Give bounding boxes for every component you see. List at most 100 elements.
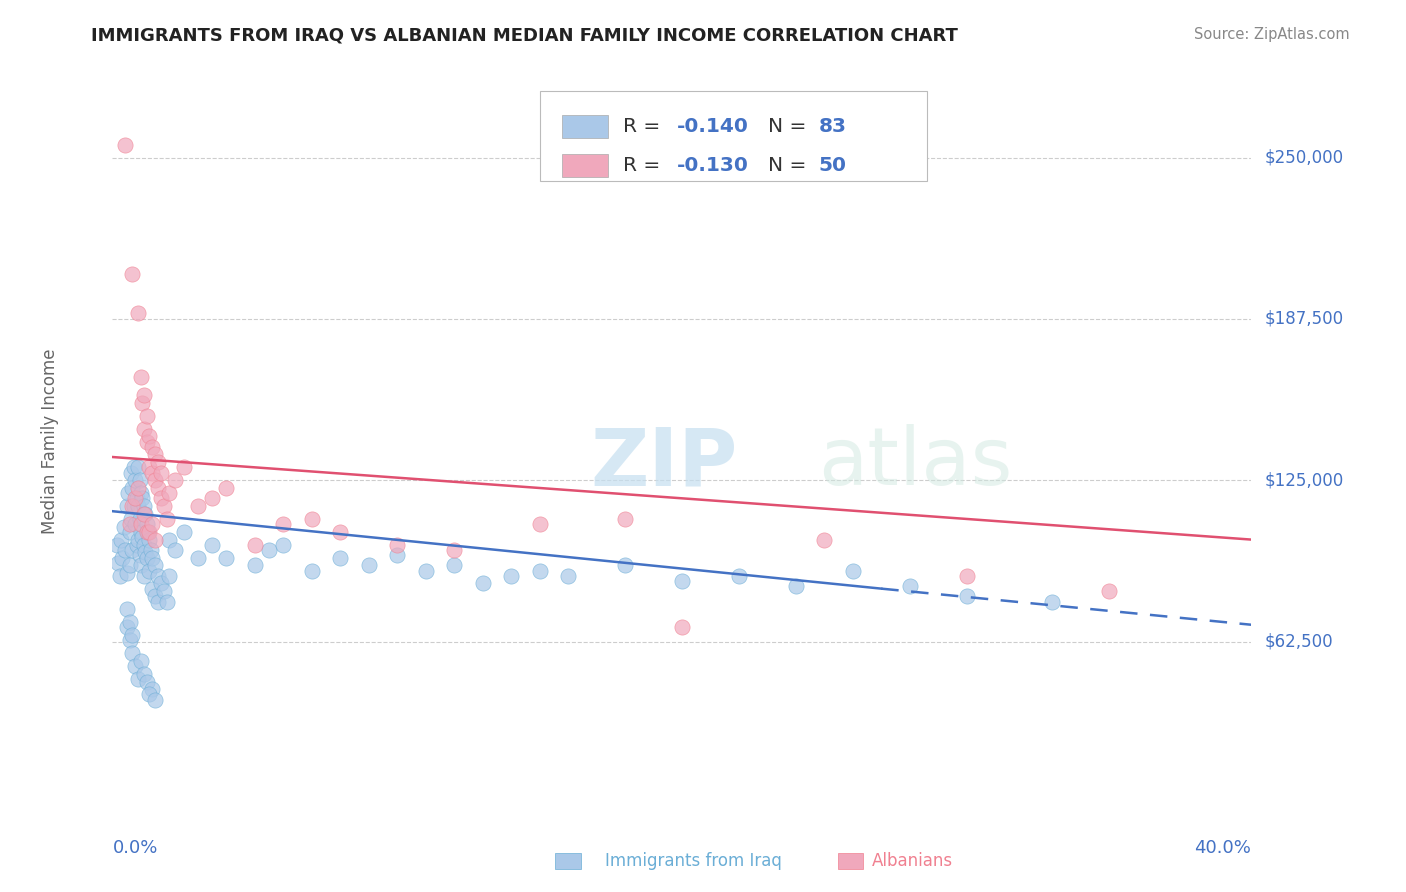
Point	[124, 659, 146, 673]
Point	[143, 533, 166, 547]
Point	[141, 440, 163, 454]
Point	[131, 396, 153, 410]
Point	[118, 524, 141, 539]
Point	[122, 499, 145, 513]
Point	[187, 499, 209, 513]
Point	[898, 579, 921, 593]
Point	[557, 568, 579, 582]
Point	[129, 558, 152, 573]
Point	[121, 542, 143, 557]
Point	[201, 538, 224, 552]
Text: IMMIGRANTS FROM IRAQ VS ALBANIAN MEDIAN FAMILY INCOME CORRELATION CHART: IMMIGRANTS FROM IRAQ VS ALBANIAN MEDIAN …	[91, 27, 959, 45]
Text: $250,000: $250,000	[1265, 149, 1344, 167]
Bar	[555, 853, 581, 869]
Point	[136, 524, 159, 539]
Point	[139, 542, 162, 557]
Point	[613, 512, 636, 526]
Point	[115, 602, 138, 616]
Point	[243, 558, 266, 573]
Point	[132, 507, 155, 521]
Point	[135, 517, 157, 532]
Point	[187, 550, 209, 565]
Text: R =: R =	[623, 117, 666, 136]
Text: Albanians: Albanians	[872, 852, 953, 870]
Point	[134, 507, 156, 521]
Point	[112, 519, 135, 533]
Point	[149, 466, 172, 480]
Text: N =: N =	[769, 117, 813, 136]
Point	[671, 574, 693, 588]
Point	[329, 550, 352, 565]
Point	[120, 466, 142, 480]
Point	[141, 466, 163, 480]
Point	[155, 512, 177, 526]
Point	[121, 499, 143, 513]
Point	[155, 594, 177, 608]
Point	[728, 568, 751, 582]
Point	[124, 473, 146, 487]
Point	[143, 692, 166, 706]
Point	[132, 422, 155, 436]
Point	[1040, 594, 1063, 608]
Point	[134, 545, 156, 559]
Point	[143, 447, 166, 461]
Point	[301, 564, 323, 578]
Point	[115, 499, 138, 513]
Point	[129, 524, 152, 539]
Point	[121, 628, 143, 642]
Point	[127, 533, 149, 547]
Point	[201, 491, 224, 506]
Text: atlas: atlas	[818, 425, 1012, 502]
Text: 40.0%: 40.0%	[1195, 838, 1251, 857]
Point	[956, 590, 979, 604]
Text: 0.0%: 0.0%	[112, 838, 157, 857]
Text: Immigrants from Iraq: Immigrants from Iraq	[605, 852, 782, 870]
Point	[135, 434, 157, 449]
Text: N =: N =	[769, 156, 813, 175]
Point	[329, 524, 352, 539]
Point	[111, 550, 134, 565]
Text: $62,500: $62,500	[1265, 632, 1334, 650]
Point	[143, 473, 166, 487]
Text: 83: 83	[818, 117, 846, 136]
Text: $125,000: $125,000	[1265, 471, 1344, 489]
Point	[613, 558, 636, 573]
Point	[127, 460, 149, 475]
Point	[128, 548, 150, 562]
Point	[301, 512, 323, 526]
Text: R =: R =	[623, 156, 666, 175]
Point	[129, 486, 152, 500]
Point	[385, 538, 409, 552]
Point	[118, 517, 141, 532]
Point	[1098, 584, 1121, 599]
Text: $187,500: $187,500	[1265, 310, 1344, 328]
Point	[138, 564, 160, 578]
Point	[124, 491, 146, 506]
Point	[146, 594, 169, 608]
Point	[215, 550, 238, 565]
Text: ZIP: ZIP	[591, 425, 738, 502]
Point	[159, 533, 180, 547]
Point	[117, 486, 139, 500]
Point	[159, 568, 180, 582]
Point	[132, 538, 155, 552]
Point	[529, 517, 551, 532]
Point	[141, 582, 163, 596]
Text: -0.140: -0.140	[678, 117, 749, 136]
Point	[127, 481, 149, 495]
Point	[165, 473, 187, 487]
Point	[120, 512, 142, 526]
Point	[357, 558, 380, 573]
Point	[122, 460, 145, 475]
Point	[152, 499, 174, 513]
FancyBboxPatch shape	[562, 115, 607, 138]
Point	[128, 473, 150, 487]
Point	[138, 429, 160, 443]
Point	[118, 615, 141, 630]
Point	[785, 579, 807, 593]
Point	[956, 568, 979, 582]
Point	[121, 267, 143, 281]
Point	[127, 499, 149, 513]
Point	[215, 481, 238, 495]
Point	[529, 564, 551, 578]
